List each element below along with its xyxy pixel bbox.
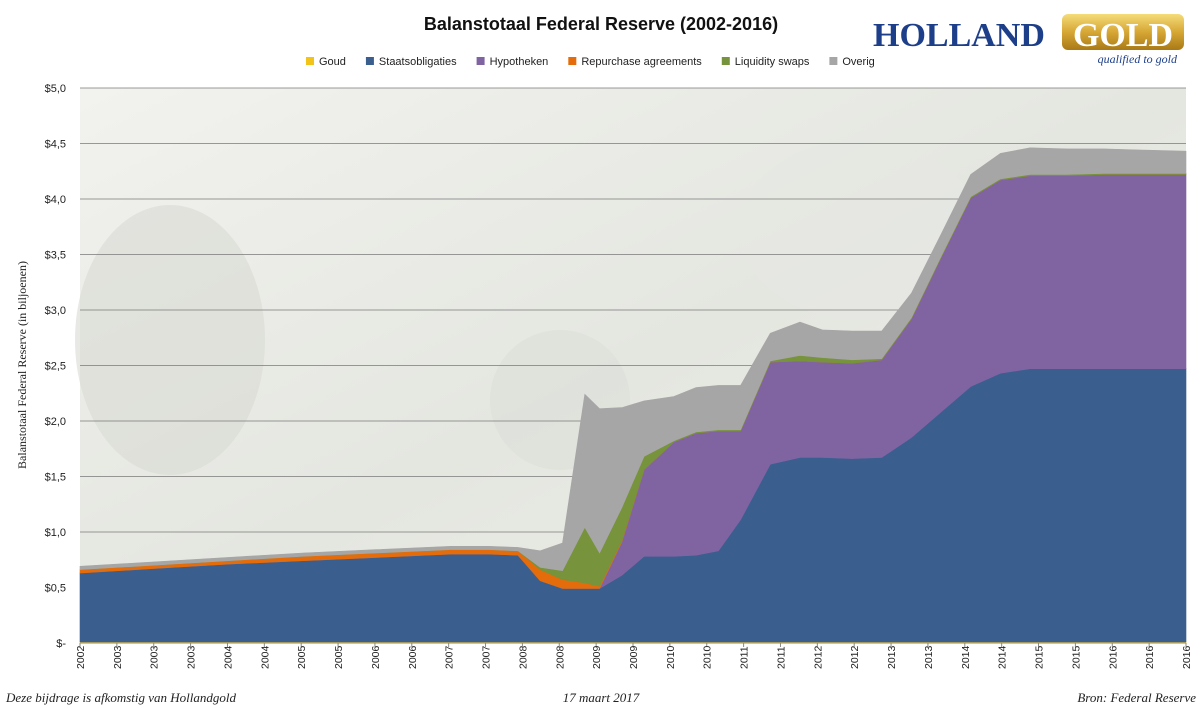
y-tick-label: $4,5 — [45, 139, 66, 151]
y-axis-label: Balanstotaal Federal Reserve (in biljoen… — [15, 261, 29, 469]
x-tick-label: 2007 — [444, 645, 456, 669]
y-tick-label: $- — [56, 638, 66, 650]
x-tick-label: 2015 — [1070, 645, 1082, 669]
y-tick-label: $4,0 — [45, 194, 66, 206]
logo-gold-plate — [1062, 14, 1184, 50]
legend-label: Hypotheken — [490, 56, 549, 68]
hollandgold-logo: HOLLAND GOLD qualified to gold — [873, 14, 1184, 66]
x-tick-label: 2015 — [1034, 645, 1046, 669]
y-tick-label: $2,0 — [45, 416, 66, 428]
x-tick-label: 2005 — [333, 645, 345, 669]
x-tick-label: 2007 — [481, 645, 493, 669]
logo-holland-text: HOLLAND — [873, 17, 1045, 54]
x-tick-label: 2016 — [1144, 645, 1156, 669]
x-tick-label: 2003 — [112, 645, 124, 669]
x-tick-label: 2014 — [997, 645, 1009, 669]
legend-swatch — [568, 57, 577, 65]
x-tick-label: 2004 — [222, 645, 234, 669]
legend-swatch — [476, 57, 485, 65]
footer-left: Deze bijdrage is afkomstig van Hollandgo… — [5, 690, 237, 705]
y-tick-label: $0,5 — [45, 583, 66, 595]
x-tick-label: 2009 — [591, 645, 603, 669]
x-tick-label: 2005 — [296, 645, 308, 669]
x-tick-label: 2003 — [186, 645, 198, 669]
chart-title: Balanstotaal Federal Reserve (2002-2016) — [424, 14, 778, 34]
logo-gold-text: GOLD — [1073, 17, 1173, 54]
footer-source: Bron: Federal Reserve — [1077, 690, 1196, 705]
y-tick-label: $1,5 — [45, 472, 66, 484]
legend-swatch — [306, 57, 314, 65]
area-overig — [79, 147, 1187, 572]
y-tick-label: $5,0 — [45, 83, 66, 95]
legend-swatch — [829, 57, 838, 65]
y-tick-label: $3,0 — [45, 305, 66, 317]
x-tick-label: 2013 — [923, 645, 935, 669]
legend-label: Staatsobligaties — [379, 56, 457, 68]
y-tick-label: $1,0 — [45, 527, 66, 539]
x-tick-label: 2012 — [812, 645, 824, 669]
x-tick-label: 2011 — [739, 646, 751, 669]
x-tick-label: 2011 — [775, 646, 787, 669]
x-tick-label: 2010 — [702, 645, 714, 669]
x-tick-label: 2008 — [554, 645, 566, 669]
x-tick-label: 2006 — [407, 645, 419, 669]
x-tick-label: 2009 — [628, 645, 640, 669]
chart-legend: Goud Staatsobligaties Hypotheken Repurchase… — [306, 56, 875, 68]
x-tick-label: 2004 — [259, 645, 271, 669]
y-tick-label: $2,5 — [45, 361, 66, 373]
x-tick-label: 2008 — [517, 645, 529, 669]
footer-date: 17 maart 2017 — [563, 690, 640, 705]
x-tick-label: 2013 — [886, 645, 898, 669]
legend-label: Goud — [319, 56, 346, 68]
y-axis-ticks: $- $0,5 $1,0 $1,5 $2,0 $2,5 $3,0 $3,5 $4,0 $4,5 $5… — [45, 83, 67, 650]
x-tick-label: 2014 — [960, 645, 972, 669]
x-tick-label: 2003 — [149, 645, 161, 669]
x-tick-label: 2016 — [1107, 645, 1119, 669]
legend-swatch — [721, 57, 730, 65]
legend-label: Overig — [842, 56, 874, 68]
x-tick-label: 2012 — [849, 645, 861, 669]
x-tick-label: 2016 — [1181, 645, 1193, 669]
x-tick-label: 2002 — [75, 645, 87, 669]
legend-label: Liquidity swaps — [735, 56, 810, 68]
legend-swatch — [365, 57, 374, 65]
y-tick-label: $3,5 — [45, 250, 66, 262]
legend-label: Repurchase agreements — [581, 56, 702, 68]
logo-tagline: qualified to gold — [1098, 52, 1178, 66]
x-tick-label: 2010 — [665, 645, 677, 669]
x-tick-label: 2006 — [370, 645, 382, 669]
x-axis-ticks: 2002 2003 2003 2003 2004 2004 2005 2005 2006 2006… — [75, 643, 1193, 669]
